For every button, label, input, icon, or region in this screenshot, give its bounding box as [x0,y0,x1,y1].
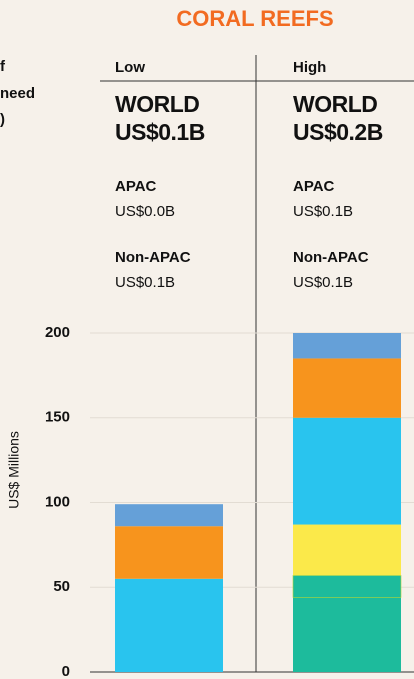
world-label: WORLD [115,91,199,117]
non-apac-value: US$0.1B [293,274,353,291]
chart-title: CORAL REEFS [176,6,333,31]
apac-label: APAC [115,178,157,195]
bar-segment [293,524,401,576]
side-text: need [0,85,35,102]
side-text: f [0,58,6,75]
non-apac-value: US$0.1B [115,274,175,291]
world-value: US$0.1B [115,119,205,145]
y-axis-label: US$ Millions [6,431,22,509]
bar-segment [292,575,402,598]
bar-segment [293,597,401,672]
y-tick-label: 0 [62,663,70,679]
apac-label: APAC [293,178,335,195]
non-apac-label: Non-APAC [115,249,191,266]
y-tick-label: 150 [45,409,70,426]
side-text: ) [0,111,5,128]
bar-segment [115,526,223,579]
column-header: Low [115,59,145,76]
bar-segment [293,333,401,359]
world-label: WORLD [293,91,377,117]
y-tick-label: 200 [45,324,70,341]
bar-segment [293,417,401,525]
y-tick-label: 50 [53,578,70,595]
non-apac-label: Non-APAC [293,249,369,266]
column-header: High [293,59,326,76]
y-tick-label: 100 [45,493,70,510]
apac-value: US$0.1B [293,203,353,220]
bar-segment [115,578,223,672]
world-value: US$0.2B [293,119,383,145]
bar-segment [293,358,401,418]
bar-segment [115,504,223,527]
apac-value: US$0.0B [115,203,175,220]
